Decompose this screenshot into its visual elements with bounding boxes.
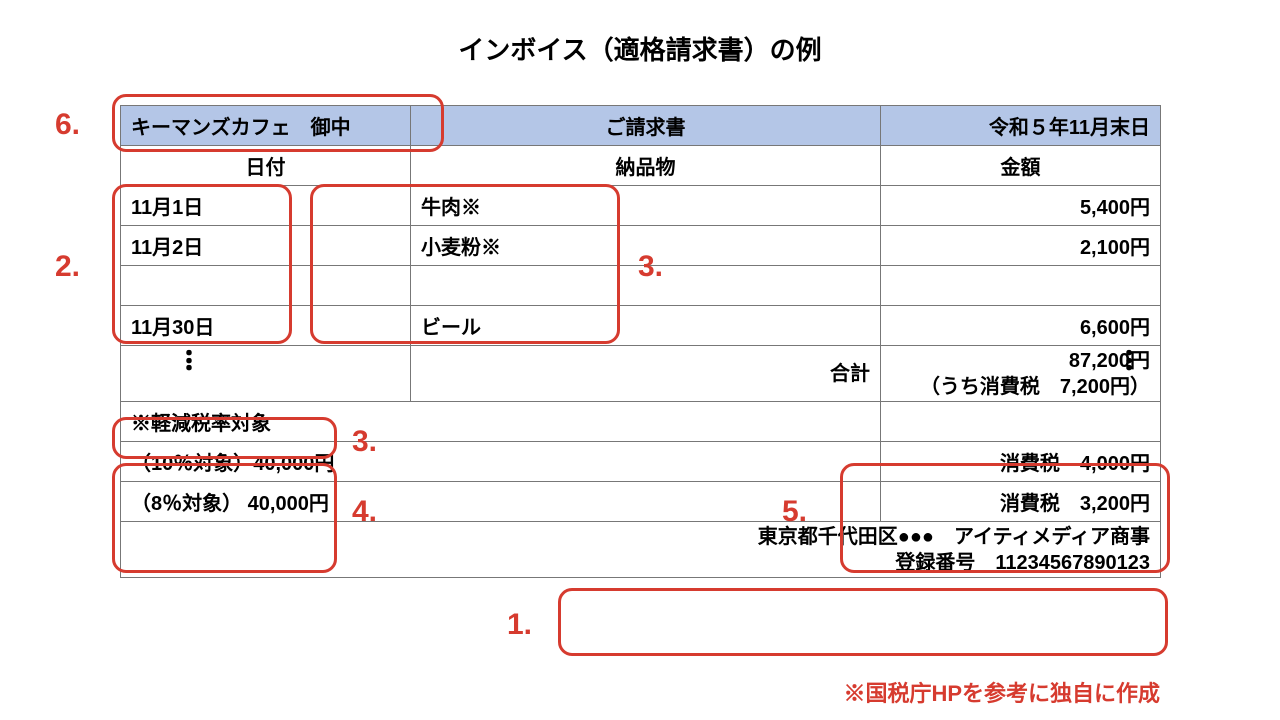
cell-issue-date: 令和５年11月末日 (881, 106, 1161, 146)
rate-row-left: （10％対象）40,000円 (121, 442, 881, 482)
table-row (881, 266, 1161, 306)
table-row: 11月2日 (121, 226, 411, 266)
annotation-number: 6. (55, 108, 80, 142)
table-row: 11月1日 (121, 186, 411, 226)
annotation-number: 1. (507, 608, 532, 642)
col-item: 納品物 (411, 146, 881, 186)
col-amount: 金額 (881, 146, 1161, 186)
ellipsis-icon: ・ ・ ・ (178, 350, 200, 373)
table-row: 牛肉※ (411, 186, 881, 226)
rate-row-right: 消費税 3,200円 (881, 482, 1161, 522)
issuer-block: 東京都千代田区●●● アイティメディア商事 登録番号 1123456789012… (121, 522, 1161, 578)
table-row (121, 266, 411, 306)
col-date: 日付 (121, 146, 411, 186)
table-row: 6,600円 (881, 306, 1161, 346)
invoice-table: キーマンズカフェ 御中 ご請求書 令和５年11月末日 日付 納品物 金額 11月… (120, 105, 1160, 578)
table-row: 5,400円 (881, 186, 1161, 226)
annotation-number: 4. (352, 495, 377, 529)
annotation-number: 3. (638, 250, 663, 284)
annotation-number: 3. (352, 425, 377, 459)
total-label: 合計 (411, 346, 881, 402)
annotation-number: 5. (782, 495, 807, 529)
footnote: ※国税庁HPを参考に独自に作成 (843, 676, 1160, 708)
reduced-rate-note: ※軽減税率対象 (121, 402, 881, 442)
annotation-number: 2. (55, 250, 80, 284)
annotation-box (558, 588, 1168, 656)
cell-doc-title: ご請求書 (411, 106, 881, 146)
ellipsis-icon: ・ ・ ・ (1118, 350, 1140, 373)
rate-row-right: 消費税 4,000円 (881, 442, 1161, 482)
page-title: インボイス（適格請求書）の例 (0, 30, 1280, 67)
rate-row-left: （8％対象） 40,000円 (121, 482, 881, 522)
table-row: 2,100円 (881, 226, 1161, 266)
table-row: 11月30日 (121, 306, 411, 346)
table-row: ビール (411, 306, 881, 346)
cell-recipient: キーマンズカフェ 御中 (121, 106, 411, 146)
